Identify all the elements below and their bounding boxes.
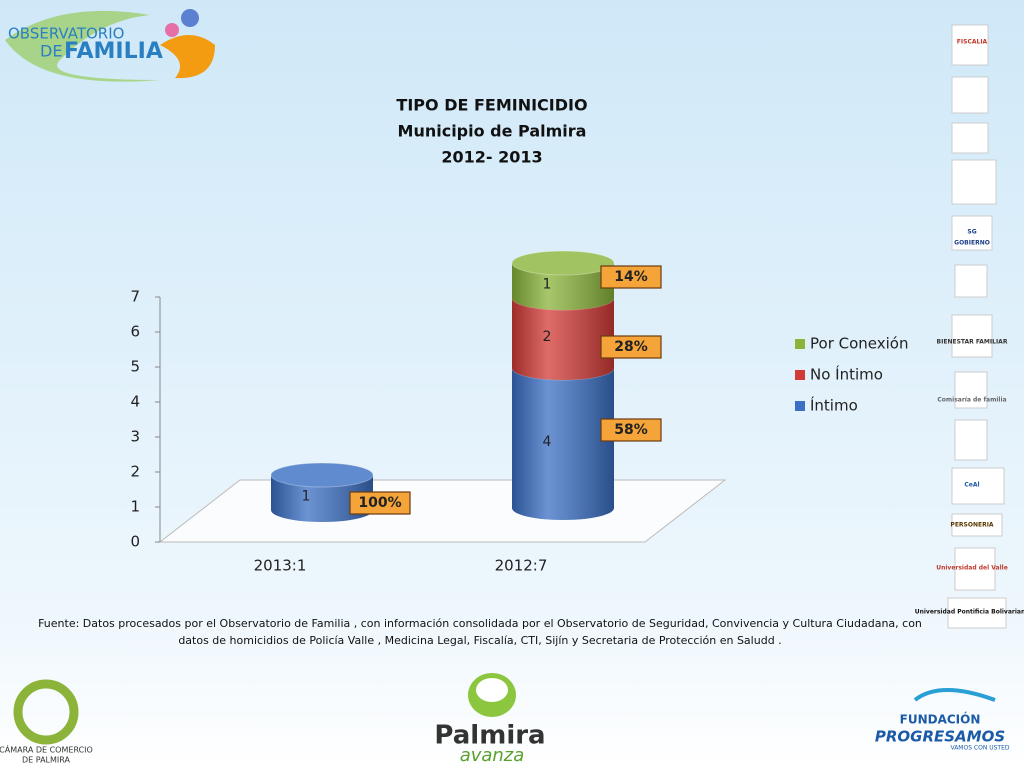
logo-text: FAMILIA [64, 39, 163, 64]
share-label: 28% [614, 339, 648, 355]
value-label: 1 [302, 489, 311, 505]
share-label: 14% [614, 269, 648, 285]
partner-logo [947, 597, 1007, 629]
value-label: 2 [543, 329, 552, 345]
logo-text: DE [40, 42, 62, 61]
x-tick-label: 2012:7 [495, 557, 548, 575]
logo-text: CÁMARA DE COMERCIO [0, 744, 93, 755]
logo-text: OBSERVATORIO [8, 25, 124, 43]
bottom-left-logo: CÁMARA DE COMERCIO DE PALMIRA [0, 679, 93, 765]
share-box [600, 335, 662, 359]
legend-label: Por Conexión [810, 335, 908, 353]
logo-text: GOBIERNO [954, 240, 990, 247]
partner-logo [954, 371, 988, 409]
logo-text: avanza [460, 745, 525, 766]
header-logo: OBSERVATORIO DE FAMILIA [5, 9, 215, 82]
logo-text: FISCALIA [957, 39, 988, 46]
legend-swatch [795, 370, 805, 380]
bottom-center-logo: Palmira avanza [434, 673, 546, 766]
cylinder-top-highlight [271, 463, 373, 487]
cylinder-shade [512, 263, 614, 310]
logo-text: CeAl [964, 482, 979, 489]
partner-logo [951, 215, 993, 251]
y-tick-label: 0 [130, 533, 140, 551]
cylinder-shade [271, 475, 373, 522]
partner-logo [951, 76, 989, 114]
cylinder-top-highlight [512, 251, 614, 275]
cylinder-top [511, 250, 615, 276]
share-label: 58% [614, 422, 648, 438]
cylinder-top [270, 462, 374, 488]
logo-text: Comisaría de familia [937, 397, 1006, 404]
share-box [349, 491, 411, 515]
legend-label: Íntimo [810, 396, 858, 415]
source-note: Fuente: Datos procesados por el Observat… [38, 617, 922, 630]
partner-logo [951, 24, 989, 66]
partner-logo [954, 547, 996, 591]
y-tick-label: 6 [130, 323, 140, 341]
chart-subtitle: Municipio de Palmira [398, 122, 587, 141]
share-box [600, 265, 662, 289]
cylinder-shade [512, 368, 614, 520]
partner-logo [954, 264, 988, 298]
logo-text: PROGRESAMOS [875, 728, 1005, 746]
y-tick-label: 7 [130, 288, 140, 306]
logo-text: DE PALMIRA [22, 756, 70, 765]
bottom-right-logo: FUNDACIÓN PROGRESAMOS VAMOS CON USTED [875, 688, 1010, 752]
logo-text: Universidad del Valle [936, 565, 1008, 572]
share-box [600, 418, 662, 442]
y-tick-label: 2 [130, 463, 140, 481]
x-tick-label: 2013:1 [254, 557, 307, 575]
logo-text: PERSONERIA [950, 522, 994, 529]
partner-logo [951, 159, 997, 205]
logo-text: Palmira [434, 721, 545, 751]
partner-logo [954, 419, 988, 461]
y-tick-label: 4 [130, 393, 140, 411]
logo-text: BIENESTAR FAMILIAR [937, 339, 1008, 346]
partner-logo [951, 467, 1005, 505]
partner-logo [951, 513, 1003, 537]
legend-label: No Íntimo [810, 365, 883, 384]
y-tick-label: 1 [130, 498, 140, 516]
logo-text: Universidad Pontificia Bolivariana [915, 609, 1024, 616]
y-tick-label: 3 [130, 428, 140, 446]
cylinder-shade [512, 298, 614, 380]
y-tick-label: 5 [130, 358, 140, 376]
logo-text: VAMOS CON USTED [950, 745, 1009, 752]
partner-logo [951, 122, 989, 154]
chart-subtitle: 2012- 2013 [441, 148, 542, 167]
legend-swatch [795, 339, 805, 349]
chart-title: TIPO DE FEMINICIDIO [396, 96, 587, 115]
legend-swatch [795, 401, 805, 411]
share-label: 100% [358, 495, 401, 511]
value-label: 4 [543, 434, 552, 450]
logo-text: SG [967, 229, 976, 236]
value-label: 1 [543, 277, 552, 293]
floor [158, 479, 727, 543]
source-note: datos de homicidios de Policía Valle , M… [178, 634, 781, 647]
partner-logo [951, 314, 993, 358]
logo-text: FUNDACIÓN [900, 712, 981, 727]
